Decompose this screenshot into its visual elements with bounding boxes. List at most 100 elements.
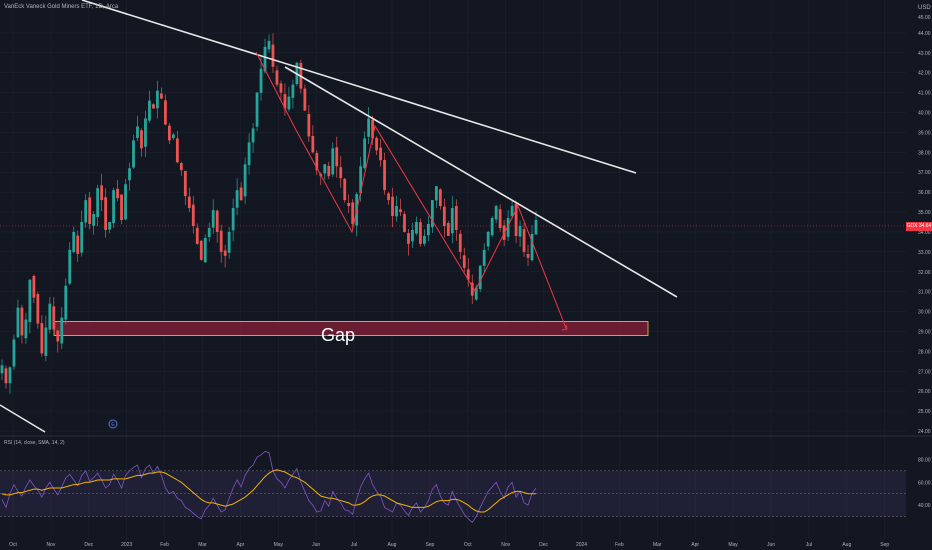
trendline-middle[interactable] [284,66,678,298]
price-tag-symbol: GDX [906,223,918,229]
trendlines[interactable] [0,0,678,433]
time-tick-label: Aug [388,542,397,548]
grid [0,0,906,540]
candle-body [191,204,195,226]
candle-body [407,233,410,244]
rsi-pane: 80.00 60.00 40.00 [0,450,931,523]
candle-body [387,193,390,201]
candle-body [327,166,331,177]
time-tick-label: Aug [842,542,851,548]
price-tick-label: 34.00 [918,230,931,236]
event-marker-icon[interactable] [108,419,118,429]
candle-body [60,317,64,344]
candle-body [72,231,76,253]
candle-body [466,269,470,280]
price-tick-label: 33.00 [918,250,931,256]
candle-body [183,170,187,197]
candle-body [32,275,36,298]
price-tick-label: 31.00 [918,290,931,296]
time-tick-label: Mar [653,542,662,548]
rsi-indicator-label[interactable]: RSI (14, close, SMA, 14, 2) [4,440,65,446]
price-tick-label: 38.00 [918,150,931,156]
candle-body [367,118,371,137]
candle-body [311,135,315,153]
trendline-lower-left[interactable] [0,404,46,433]
candle-body [163,100,167,125]
candle-body [530,233,534,261]
candle-body [40,323,44,354]
candle-body [291,84,295,98]
candle-body [287,96,291,110]
price-tick-label: 44.00 [918,31,931,37]
projection-arrow-head [561,324,568,331]
rsi-tick-label: 80.00 [918,457,931,463]
candle-body [279,83,283,93]
candle-body [371,119,375,139]
trendline-upper[interactable] [81,0,637,174]
rsi-tick-label: 60.00 [918,480,931,486]
candle-body [403,214,406,232]
candle-body [522,229,526,252]
gap-label: Gap [321,325,355,345]
candle-body [44,327,48,356]
candle-body [498,209,502,228]
candle-body [211,210,215,228]
candle-body [474,287,478,300]
candle-body [307,114,311,137]
candle-body [303,88,307,111]
candle-body [411,229,414,242]
candle-body [179,163,183,171]
time-tick-label: Sep [425,542,434,548]
candle-body [375,137,378,151]
time-tick-label: Sep [880,542,889,548]
projection-path[interactable] [255,51,567,329]
candle-body [351,202,355,224]
candle-body [391,196,394,217]
rsi-tick-label: 40.00 [918,503,931,509]
price-tick-label: 41.00 [918,91,931,97]
candle-body [231,208,235,231]
candle-body [263,46,267,72]
time-tick-label: Dec [84,542,93,548]
time-tick-label: Jul [351,542,357,548]
time-tick-label: Jun [767,542,775,548]
candle-body [315,153,319,171]
event-marker-glyph: E [111,422,115,428]
candle-body [514,203,518,236]
time-tick-label: Apr [237,542,245,548]
candle-body [96,188,100,217]
price-tick-label: 26.00 [918,389,931,395]
candle-body [144,118,147,147]
price-tick-label: 30.00 [918,310,931,316]
time-tick-label: May [274,542,284,548]
time-axis[interactable]: Oct Nov Dec 2023 Feb Mar Apr May Jun Jul Aug Sep Oct… [9,542,889,548]
candle-body [335,147,339,167]
candle-body [199,240,203,260]
candle-body [219,230,223,252]
candle-body [88,197,92,224]
candle-body [140,130,143,149]
candle-body [271,44,275,67]
candle-body [223,250,227,256]
candle-body [518,225,522,237]
candle-body [175,138,179,163]
price-tick-label: 40.00 [918,111,931,117]
candle-body [24,319,28,339]
candle-body [283,94,287,109]
candle-body [56,330,60,342]
candle-body [438,189,442,207]
candle-body [383,160,386,191]
price-axis[interactable]: 44.00 43.00 42.00 41.00 40.00 39.00 38.00 37.00… [918,15,931,435]
candle-body [427,223,430,236]
candle-body [482,249,486,266]
time-tick-label: Feb [160,542,169,548]
candle-body [323,164,327,174]
candle-body [156,90,159,109]
candle-body [275,70,279,85]
time-tick-label: Oct [9,542,17,548]
candle-body [52,306,56,330]
candle-body [430,200,434,228]
price-tick-label: 45.00 [918,15,931,21]
candle-body [128,168,131,181]
